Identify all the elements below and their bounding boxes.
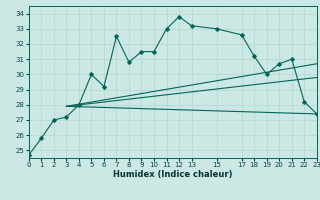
X-axis label: Humidex (Indice chaleur): Humidex (Indice chaleur) bbox=[113, 170, 233, 179]
